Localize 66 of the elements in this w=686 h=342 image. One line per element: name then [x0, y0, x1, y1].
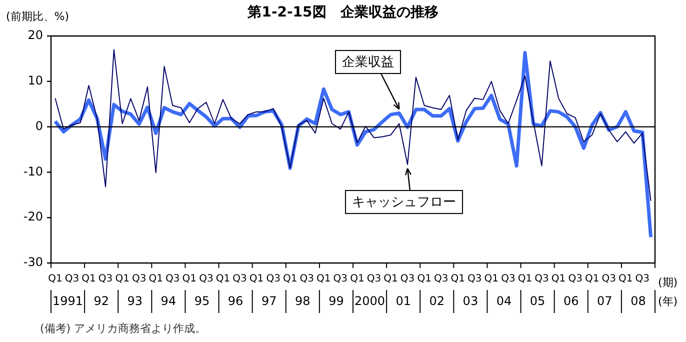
x-tick-label: Q3	[434, 274, 448, 285]
x-tick-label: Q1	[350, 274, 364, 285]
text: 03	[462, 294, 478, 308]
y-tick-label: 0	[35, 118, 43, 133]
text: 95	[194, 294, 210, 308]
text: 01	[396, 294, 411, 308]
text: 94	[160, 294, 176, 308]
x-tick-label: Q3	[232, 274, 247, 285]
x-tick-label: Q3	[266, 274, 280, 285]
x-tick-label: Q3	[468, 274, 482, 285]
x-tick-label: Q3	[199, 274, 214, 285]
x-tick-label: Q3	[132, 274, 146, 285]
chart-title: 第1-2-15図 企業収益の推移	[246, 4, 438, 21]
x-tick-label: Q3	[501, 274, 516, 285]
x-tick-label: Q1	[450, 274, 465, 285]
text: 05	[530, 294, 546, 308]
x-tick-label: Q3	[300, 274, 314, 285]
x-tick-label: Q1	[182, 274, 197, 285]
text: キャッシュフロー	[345, 190, 463, 214]
text: 93	[127, 294, 143, 308]
text: 99	[328, 294, 344, 308]
x-tick-label: Q3	[366, 274, 382, 285]
x-tick-label: Q3	[602, 274, 616, 285]
x-tick-label: Q1	[618, 274, 633, 285]
x-tick-label: Q3	[98, 274, 113, 285]
x-tick-label: Q3	[166, 274, 180, 285]
x-tick-label: Q1	[584, 274, 600, 285]
x-tick-label: Q1	[48, 274, 62, 285]
x-tick-label: Q1	[384, 274, 398, 285]
text: (備考) アメリカ商務省より作成。	[40, 322, 206, 335]
x-tick-label: Q1	[82, 274, 96, 285]
x-tick-label: Q1	[115, 274, 130, 285]
x-tick-label: Q1	[148, 274, 163, 285]
x-tick-label: Q3	[534, 274, 549, 285]
y-tick-label: -20	[23, 210, 43, 224]
text: 96	[228, 294, 244, 308]
x-tick-label: Q3	[400, 274, 415, 285]
x-tick-label: Q3	[635, 274, 650, 285]
text: 企業収益	[335, 50, 401, 74]
y-tick-label: 20	[28, 28, 43, 42]
text: 1991	[52, 294, 84, 308]
y-tick-label: -10	[23, 164, 43, 178]
y-tick-label: 10	[28, 74, 43, 88]
text: 97	[261, 294, 277, 308]
x-tick-label: Q1	[249, 274, 264, 285]
text: 04	[496, 294, 512, 308]
x-tick-label: Q1	[484, 274, 499, 285]
text: 08	[630, 294, 646, 308]
text: 07	[597, 294, 612, 308]
x-tick-label: Q1	[216, 274, 230, 285]
text: 02	[429, 294, 445, 308]
y-tick-label: -30	[23, 255, 43, 270]
x-tick-label: Q1	[518, 274, 532, 285]
text: 06	[563, 294, 579, 308]
y-axis-title: (前期比、%)	[6, 10, 70, 23]
x-tick-label: Q1	[417, 274, 432, 285]
x-tick-label: Q1	[551, 274, 566, 285]
text: 92	[94, 294, 109, 308]
x-tick-label: Q3	[64, 274, 80, 285]
x-axis-title: (期) (年)	[658, 276, 678, 308]
x-tick-label: Q1	[282, 274, 298, 285]
text: 98	[295, 294, 310, 308]
text: 2000	[354, 294, 386, 308]
x-tick-label: Q1	[316, 274, 331, 285]
x-tick-label: Q3	[333, 274, 348, 285]
x-tick-label: Q3	[568, 274, 582, 285]
